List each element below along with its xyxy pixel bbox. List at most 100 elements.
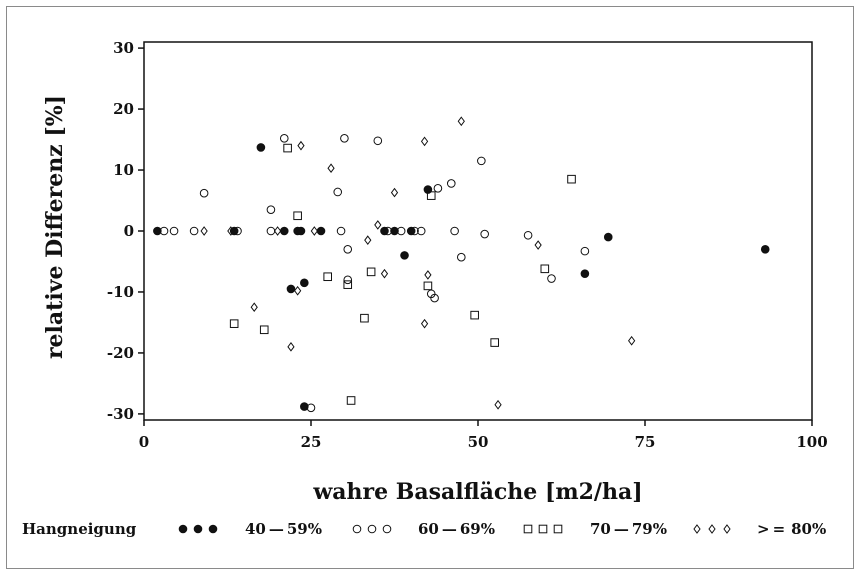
data-point <box>346 396 356 405</box>
legend-marker <box>538 524 548 534</box>
y-tick-label: 10 <box>113 161 134 179</box>
legend-marker <box>723 524 731 534</box>
data-point <box>266 205 276 214</box>
data-point <box>279 134 289 143</box>
data-point <box>420 318 429 329</box>
legend-marker <box>208 524 218 534</box>
data-point <box>603 232 613 242</box>
data-point <box>227 226 235 236</box>
legend-label: 60 — 69% <box>418 520 495 538</box>
data-point <box>259 325 269 335</box>
x-tick-label: 25 <box>301 433 322 451</box>
y-tick-label: 0 <box>124 222 134 240</box>
data-point <box>423 281 433 291</box>
data-point <box>279 226 289 236</box>
data-point <box>490 338 499 347</box>
legend-entry: > = 80% <box>693 520 826 538</box>
data-point <box>283 143 292 153</box>
data-point <box>360 313 369 323</box>
legend-marker <box>193 524 203 534</box>
data-point <box>540 264 550 274</box>
data-point <box>567 174 576 184</box>
data-point <box>446 179 456 188</box>
data-point <box>760 244 770 254</box>
legend-title: Hangneigung <box>22 520 137 538</box>
data-point <box>294 285 302 296</box>
legend-marker <box>708 524 716 534</box>
data-point <box>297 140 305 151</box>
data-point <box>287 342 295 352</box>
y-tick-label: -10 <box>107 283 134 301</box>
series-open-square <box>229 143 576 405</box>
y-tick-label: 30 <box>113 39 134 57</box>
data-point <box>333 187 343 197</box>
data-point <box>256 143 266 152</box>
data-point <box>390 226 399 236</box>
legend-marker <box>523 524 533 534</box>
legend-marker <box>382 524 392 534</box>
data-point <box>424 270 432 280</box>
data-point <box>390 187 399 198</box>
x-axis-title: wahre Basalfläche [m2/ha] <box>312 479 642 505</box>
series-filled-circle <box>153 143 770 411</box>
legend-label: > = 80% <box>757 520 826 538</box>
legend-label: 40 — 59% <box>245 520 322 538</box>
data-point <box>300 278 309 288</box>
data-point <box>343 244 353 254</box>
data-point <box>457 252 466 262</box>
x-tick-label: 100 <box>796 433 827 451</box>
data-point <box>450 226 459 236</box>
data-point <box>293 211 302 221</box>
legend-entry: 70 — 79% <box>523 520 667 538</box>
data-point <box>343 280 353 289</box>
data-point <box>296 226 306 236</box>
legend: Hangneigung 40 — 59% 60 — 69% 70 — 79% > = … <box>22 520 826 538</box>
data-point <box>199 188 209 198</box>
data-point <box>373 136 383 146</box>
data-point <box>364 235 372 245</box>
data-point <box>628 335 636 346</box>
data-point <box>433 184 443 193</box>
legend-marker <box>553 524 563 534</box>
data-point <box>470 310 479 320</box>
legend-marker <box>352 524 362 534</box>
data-point <box>477 156 486 166</box>
data-point <box>300 402 309 411</box>
data-point <box>153 226 162 236</box>
figure-frame <box>6 6 854 569</box>
legend-marker <box>367 524 377 534</box>
data-point <box>327 163 335 174</box>
data-point <box>273 226 282 236</box>
plot-area <box>143 41 813 421</box>
data-point <box>306 403 316 413</box>
data-point <box>580 246 590 256</box>
data-point <box>159 226 169 236</box>
data-point <box>523 230 533 240</box>
data-point <box>200 226 208 236</box>
legend-marker <box>178 524 188 534</box>
data-point <box>420 136 429 147</box>
data-point <box>343 275 353 285</box>
data-point <box>426 191 436 200</box>
y-tick-label: -20 <box>107 344 134 362</box>
data-point <box>336 226 346 236</box>
data-point <box>457 116 465 127</box>
x-tick-label: 0 <box>139 433 149 451</box>
data-point <box>169 226 179 236</box>
x-tick-label: 75 <box>635 433 656 451</box>
data-point <box>366 267 376 277</box>
data-point <box>396 226 406 236</box>
y-axis-title: relative Differenz [%] <box>42 95 68 359</box>
data-point <box>383 226 393 236</box>
data-point <box>547 274 556 283</box>
data-point <box>410 226 419 236</box>
data-point <box>494 399 502 410</box>
data-point <box>310 226 318 236</box>
legend-label: 70 — 79% <box>590 520 667 538</box>
series-open-diamond <box>200 116 636 410</box>
x-tick-label: 50 <box>468 433 489 451</box>
data-point <box>480 229 489 239</box>
data-point <box>323 272 332 282</box>
data-point <box>266 226 276 236</box>
